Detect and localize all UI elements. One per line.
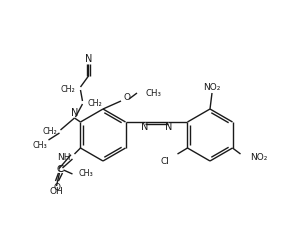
Text: CH₂: CH₂ (88, 99, 102, 109)
Text: N: N (165, 121, 172, 132)
Text: O: O (54, 183, 61, 193)
Text: NO₂: NO₂ (203, 83, 221, 91)
Text: CH₂: CH₂ (43, 127, 58, 135)
Text: NO₂: NO₂ (251, 153, 268, 161)
Text: OH: OH (50, 187, 63, 197)
Text: NH: NH (57, 154, 70, 162)
Text: O: O (124, 94, 131, 102)
Text: CH₃: CH₃ (145, 88, 161, 98)
Text: CH₂: CH₂ (61, 85, 76, 95)
Text: N: N (71, 108, 78, 118)
Text: N: N (141, 121, 148, 132)
Text: C: C (57, 165, 64, 175)
Text: N: N (85, 54, 92, 64)
Text: Cl: Cl (161, 157, 169, 167)
Text: CH₃: CH₃ (33, 142, 48, 150)
Text: CH₃: CH₃ (79, 169, 93, 179)
Text: C: C (56, 165, 62, 173)
